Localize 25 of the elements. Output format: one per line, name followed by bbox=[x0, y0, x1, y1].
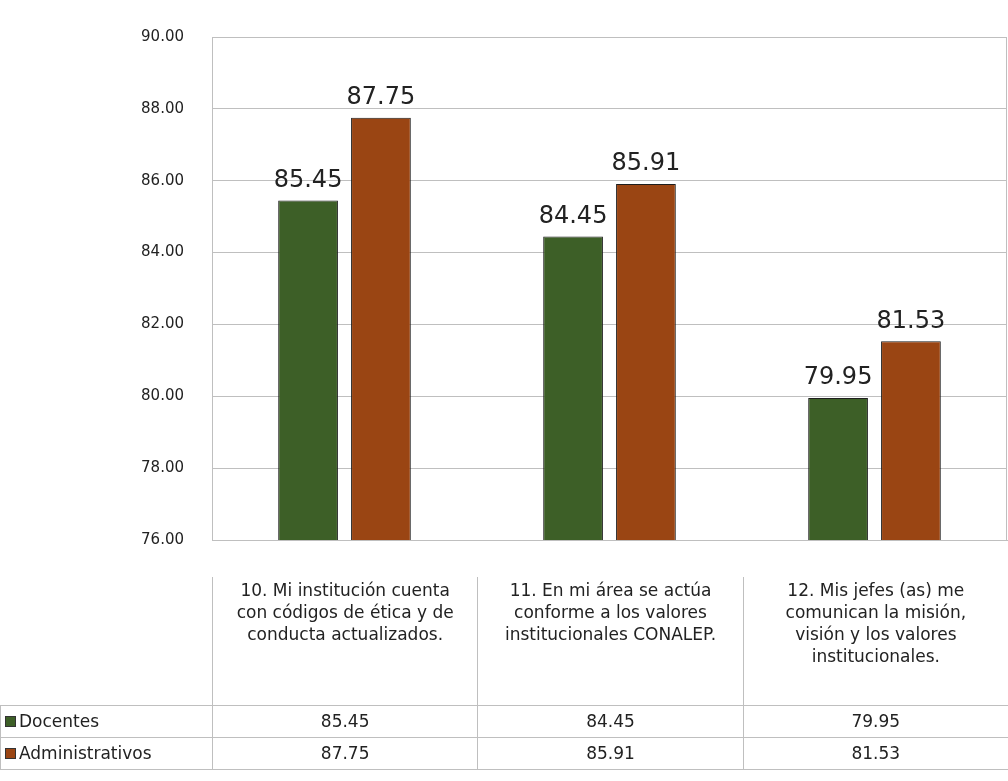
data-label: 79.95 bbox=[743, 705, 1008, 737]
y-tick-label: 82.00 bbox=[141, 314, 184, 333]
data-label: 87.75 bbox=[212, 737, 478, 769]
annotation: 81.53 bbox=[876, 305, 946, 334]
x-tick-label: 12. Mis jefes (as) me comunican la misión, visión y los valores institucionales. bbox=[743, 577, 1008, 705]
x-tick-label: 11. En mi área se actúa conforme a los valores institucionales CONALEP. bbox=[477, 577, 744, 705]
annotation: 85.91 bbox=[611, 148, 681, 177]
y-tick-label: 80.00 bbox=[141, 386, 184, 405]
y-tick-label: 86.00 bbox=[141, 170, 184, 189]
y-tick-label: 84.00 bbox=[141, 242, 184, 261]
legend-label: Docentes bbox=[0, 705, 213, 737]
data-label: 81.53 bbox=[743, 737, 1008, 769]
x-tick-label: 10. Mi institución cuenta con códigos de ética y de conducta actualizados. bbox=[212, 577, 478, 705]
y-tick-label: 78.00 bbox=[141, 458, 184, 477]
annotation: 87.75 bbox=[346, 82, 416, 111]
annotation: 85.45 bbox=[273, 164, 343, 193]
data-label: 85.91 bbox=[477, 737, 744, 769]
y-tick-label: 90.00 bbox=[141, 26, 184, 45]
legend-label: Administrativos bbox=[0, 737, 213, 769]
y-tick-label: 76.00 bbox=[141, 529, 184, 548]
y-tick-label: 88.00 bbox=[141, 98, 184, 117]
data-label: 85.45 bbox=[212, 705, 478, 737]
data-label: 84.45 bbox=[477, 705, 744, 737]
annotation: 79.95 bbox=[803, 362, 873, 391]
annotation: 84.45 bbox=[538, 200, 608, 229]
